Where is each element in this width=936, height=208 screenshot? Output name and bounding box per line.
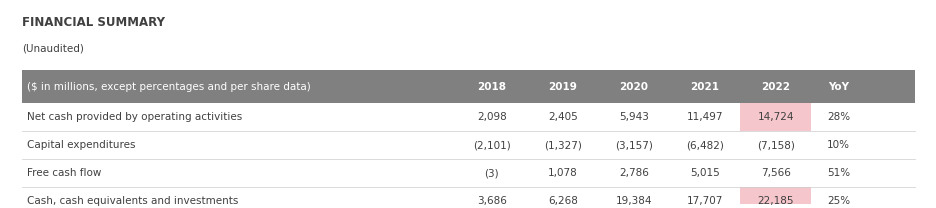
Text: 19,384: 19,384 bbox=[615, 196, 651, 206]
Text: 2021: 2021 bbox=[690, 82, 719, 92]
Text: 6,268: 6,268 bbox=[548, 196, 578, 206]
Text: 2022: 2022 bbox=[761, 82, 789, 92]
Text: 14,724: 14,724 bbox=[757, 112, 794, 123]
Text: (Unaudited): (Unaudited) bbox=[22, 44, 83, 54]
Text: Net cash provided by operating activities: Net cash provided by operating activitie… bbox=[26, 112, 241, 123]
Text: Free cash flow: Free cash flow bbox=[26, 168, 101, 178]
Text: 5,943: 5,943 bbox=[619, 112, 648, 123]
Text: (3): (3) bbox=[484, 168, 499, 178]
Text: Capital expenditures: Capital expenditures bbox=[26, 140, 135, 150]
Text: 1,078: 1,078 bbox=[548, 168, 578, 178]
Text: (6,482): (6,482) bbox=[685, 140, 723, 150]
Bar bbox=[739, 103, 811, 131]
Text: 25%: 25% bbox=[826, 196, 849, 206]
Text: 17,707: 17,707 bbox=[686, 196, 723, 206]
Text: (7,158): (7,158) bbox=[756, 140, 794, 150]
Text: (1,327): (1,327) bbox=[543, 140, 581, 150]
Text: 51%: 51% bbox=[826, 168, 849, 178]
Text: ($ in millions, except percentages and per share data): ($ in millions, except percentages and p… bbox=[26, 82, 310, 92]
Text: 2018: 2018 bbox=[476, 82, 505, 92]
Text: (3,157): (3,157) bbox=[614, 140, 652, 150]
Text: 10%: 10% bbox=[826, 140, 849, 150]
Text: YoY: YoY bbox=[827, 82, 848, 92]
Text: 22,185: 22,185 bbox=[757, 196, 794, 206]
Text: Cash, cash equivalents and investments: Cash, cash equivalents and investments bbox=[26, 196, 238, 206]
Text: 3,686: 3,686 bbox=[476, 196, 506, 206]
Text: (2,101): (2,101) bbox=[473, 140, 510, 150]
Text: 11,497: 11,497 bbox=[686, 112, 723, 123]
Text: 2019: 2019 bbox=[548, 82, 577, 92]
Bar bbox=[739, 187, 811, 208]
Text: 2,098: 2,098 bbox=[476, 112, 506, 123]
Text: 2,786: 2,786 bbox=[619, 168, 648, 178]
Text: 2,405: 2,405 bbox=[548, 112, 578, 123]
Text: 28%: 28% bbox=[826, 112, 849, 123]
Text: 2020: 2020 bbox=[619, 82, 648, 92]
Text: 7,566: 7,566 bbox=[760, 168, 790, 178]
Text: FINANCIAL SUMMARY: FINANCIAL SUMMARY bbox=[22, 16, 165, 28]
Text: 5,015: 5,015 bbox=[689, 168, 719, 178]
